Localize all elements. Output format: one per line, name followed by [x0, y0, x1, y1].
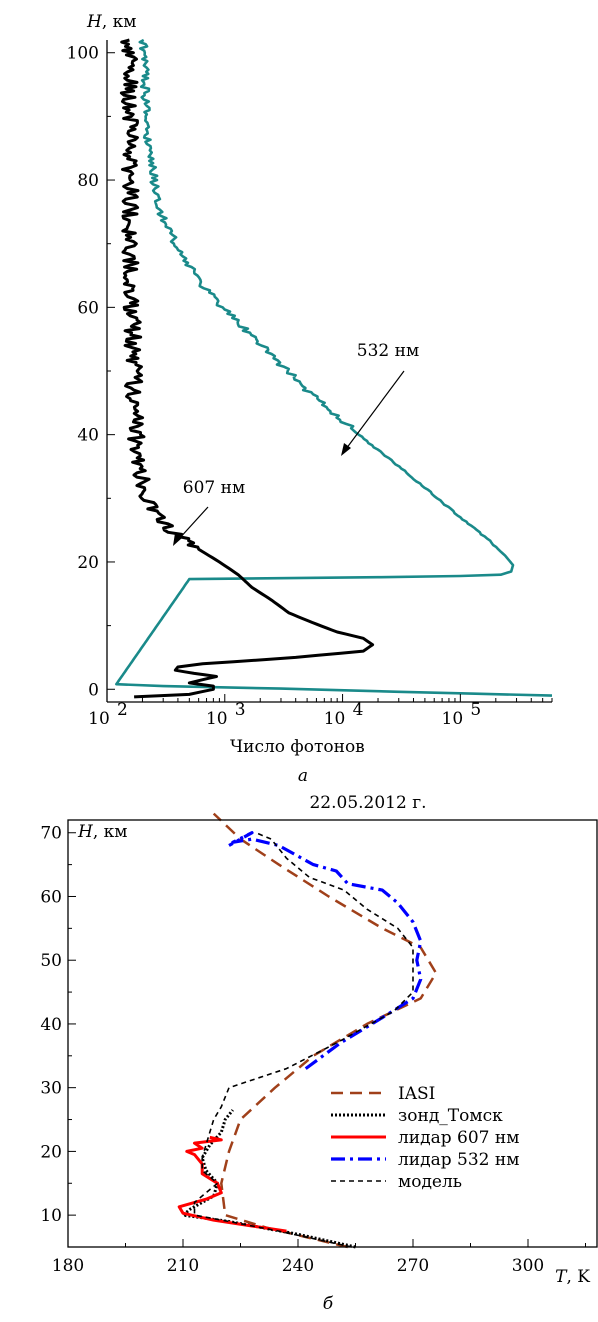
series-532-нм	[115, 38, 553, 697]
panel-b-t-symbol: T	[555, 1267, 568, 1287]
panel-a-h-symbol: H	[86, 12, 103, 32]
x-tick-label-exponent: 4	[353, 700, 364, 720]
x-tick-label: 10	[324, 709, 346, 729]
x-tick-label: 270	[397, 1256, 429, 1276]
panel-b-y-ticks: 10 20 30 40 50 60 70	[40, 824, 76, 1248]
panel-b-frame	[67, 819, 598, 1248]
x-tick-label-exponent: 2	[117, 700, 128, 720]
y-tick-label: 30	[40, 1079, 62, 1099]
x-tick-label: 240	[282, 1256, 314, 1276]
arrowhead-607-nm	[173, 533, 182, 546]
y-tick-label: 20	[77, 553, 99, 573]
y-tick-label: 20	[40, 1142, 62, 1162]
panel-b-h-symbol: H	[77, 822, 94, 842]
y-tick-label: 80	[77, 171, 99, 191]
x-tick-label-exponent: 3	[235, 700, 246, 720]
panel-b-x-axis-label: T, K	[555, 1267, 590, 1287]
y-tick-label: 60	[40, 887, 62, 907]
series-лидар-532-нм	[228, 831, 423, 1070]
series-iasi	[212, 812, 438, 1249]
panel-a: 10 2 10 3 10 4 10 5 0 20 40 60 80 100 H, км Число фо…	[67, 12, 553, 786]
panel-b-t-unit: , K	[566, 1267, 590, 1287]
panel-a-y-axis-label: H, км	[86, 12, 136, 32]
panel-a-plot-area	[115, 38, 553, 699]
arrow-532-nm	[345, 370, 405, 450]
label-532-nm: 532 нм	[357, 341, 419, 361]
x-tick-label: 10	[442, 709, 464, 729]
panel-b-letter: б	[323, 1294, 334, 1314]
legend-label-лидар-532-нм: лидар 532 нм	[398, 1150, 519, 1170]
panel-b-x-ticks: 180 210 240 270 300	[52, 1239, 586, 1276]
y-tick-label: 50	[40, 951, 62, 971]
label-607-nm: 607 нм	[183, 478, 245, 498]
y-tick-label: 40	[77, 426, 99, 446]
series-607-нм	[119, 38, 375, 699]
y-tick-label: 100	[67, 44, 99, 64]
panel-a-h-unit: , км	[102, 12, 137, 32]
series-модель	[193, 831, 414, 1248]
x-tick-label-exponent: 5	[470, 700, 481, 720]
legend-label-модель: модель	[398, 1172, 462, 1192]
legend-label-зонд-томск: зонд_Томск	[398, 1106, 503, 1126]
panel-b-plot-area	[177, 812, 438, 1249]
x-tick-label: 10	[88, 709, 110, 729]
x-tick-label: 210	[167, 1256, 199, 1276]
series-лидар-607-нм	[177, 1135, 287, 1233]
panel-a-x-axis-title: Число фотонов	[230, 737, 365, 757]
legend-label-лидар-607-нм: лидар 607 нм	[398, 1128, 519, 1148]
y-tick-label: 60	[77, 298, 99, 318]
arrow-607-nm	[177, 506, 209, 541]
y-tick-label: 40	[40, 1015, 62, 1035]
legend-label-iasi: IASI	[398, 1084, 435, 1104]
y-tick-label: 70	[40, 824, 62, 844]
panel-a-x-ticks: 10 2 10 3 10 4 10 5	[88, 694, 553, 729]
panel-b-y-axis-label: H, км	[77, 822, 127, 842]
panel-a-letter: а	[298, 766, 308, 786]
panel-a-y-ticks: 0 20 40 60 80 100	[67, 44, 115, 700]
y-tick-label: 0	[88, 680, 99, 700]
panel-b-date-title: 22.05.2012 г.	[309, 793, 426, 813]
x-tick-label: 10	[206, 709, 228, 729]
x-tick-label: 300	[512, 1256, 544, 1276]
x-tick-label: 180	[52, 1256, 84, 1276]
y-tick-label: 10	[40, 1206, 62, 1226]
arrowhead-532-nm	[341, 443, 351, 456]
panel-b-h-unit: , км	[93, 822, 128, 842]
panel-b: 22.05.2012 г. 180 210 240 270 300 10 20 30 40 50…	[40, 793, 598, 1314]
